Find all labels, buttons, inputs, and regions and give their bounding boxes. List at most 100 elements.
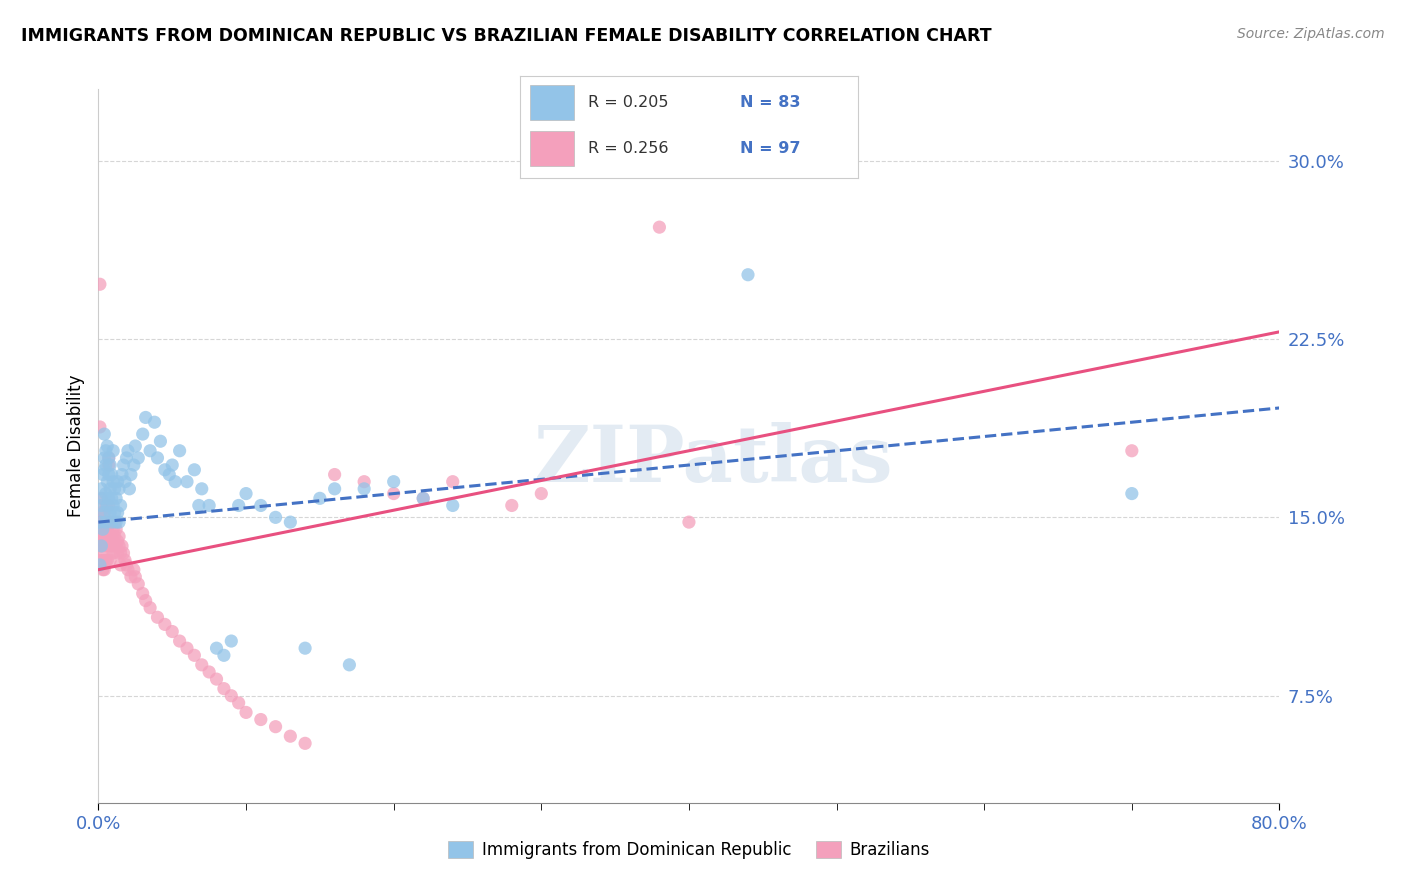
Text: ZIPatlas: ZIPatlas [533, 422, 893, 499]
Point [228, 499, 250, 513]
Point [122, 563, 145, 577]
Point [143, 415, 166, 429]
Point [89, 515, 111, 529]
Point [93, 515, 115, 529]
Point [100, 515, 122, 529]
Point [149, 434, 172, 449]
Point [169, 443, 191, 458]
Point [114, 475, 136, 489]
Point [100, 529, 122, 543]
Point [94, 443, 117, 458]
Point [91, 553, 114, 567]
Point [91, 539, 114, 553]
Point [235, 486, 257, 500]
Point [96, 475, 118, 489]
Point [294, 641, 316, 656]
Point [169, 634, 191, 648]
Point [93, 463, 115, 477]
Point [205, 641, 228, 656]
Point [250, 713, 273, 727]
Point [94, 553, 117, 567]
Point [382, 475, 405, 489]
Point [90, 539, 112, 553]
Point [153, 463, 176, 477]
Point [1121, 443, 1143, 458]
Text: N = 83: N = 83 [740, 95, 800, 110]
Point [250, 499, 273, 513]
Point [280, 515, 302, 529]
Y-axis label: Female Disability: Female Disability [66, 375, 84, 517]
Point [135, 593, 157, 607]
Point [117, 443, 139, 458]
Point [104, 529, 127, 543]
Point [127, 450, 149, 465]
Point [103, 534, 125, 549]
Point [108, 529, 131, 543]
Point [98, 482, 121, 496]
Point [90, 529, 112, 543]
Point [94, 499, 117, 513]
Point [90, 506, 112, 520]
Point [94, 515, 117, 529]
Point [91, 522, 114, 536]
Point [115, 450, 138, 465]
Point [91, 522, 114, 536]
Point [198, 499, 221, 513]
Point [93, 506, 115, 520]
Point [93, 546, 115, 560]
Point [100, 491, 122, 506]
Point [212, 648, 235, 663]
Point [191, 482, 214, 496]
Point [105, 491, 128, 506]
Point [111, 539, 134, 553]
Point [91, 515, 114, 529]
Text: Source: ZipAtlas.com: Source: ZipAtlas.com [1237, 27, 1385, 41]
Point [111, 467, 134, 482]
Point [96, 515, 118, 529]
FancyBboxPatch shape [530, 85, 574, 120]
Point [737, 268, 759, 282]
Point [96, 522, 118, 536]
Point [117, 563, 139, 577]
Point [108, 482, 131, 496]
Point [97, 515, 120, 529]
Point [97, 499, 120, 513]
Point [678, 515, 700, 529]
Point [108, 539, 131, 553]
Point [412, 491, 434, 506]
Point [165, 475, 187, 489]
Point [132, 586, 155, 600]
Point [94, 515, 117, 529]
Point [132, 427, 155, 442]
Point [441, 499, 464, 513]
Text: N = 97: N = 97 [740, 141, 800, 156]
Point [89, 277, 111, 292]
Point [98, 458, 121, 472]
Point [294, 736, 316, 750]
Point [98, 553, 121, 567]
Point [110, 546, 132, 560]
Point [104, 506, 127, 520]
Point [221, 634, 243, 648]
Text: IMMIGRANTS FROM DOMINICAN REPUBLIC VS BRAZILIAN FEMALE DISABILITY CORRELATION CH: IMMIGRANTS FROM DOMINICAN REPUBLIC VS BR… [21, 27, 991, 45]
Point [648, 220, 671, 235]
Point [90, 482, 112, 496]
Point [187, 499, 209, 513]
Point [139, 600, 162, 615]
Point [323, 467, 346, 482]
Point [93, 427, 115, 442]
Point [98, 529, 121, 543]
Point [96, 553, 118, 567]
Point [97, 458, 120, 472]
Point [441, 475, 464, 489]
Point [191, 657, 214, 672]
Point [323, 482, 346, 496]
Point [90, 539, 112, 553]
Point [412, 491, 434, 506]
Point [112, 458, 135, 472]
Point [89, 515, 111, 529]
Point [90, 491, 112, 506]
Point [97, 467, 120, 482]
Point [97, 491, 120, 506]
Point [212, 681, 235, 696]
